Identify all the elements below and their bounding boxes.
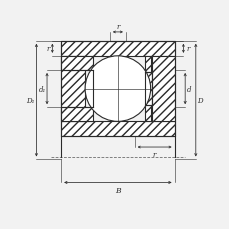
Polygon shape xyxy=(61,42,174,57)
Polygon shape xyxy=(61,108,93,122)
Polygon shape xyxy=(61,57,93,71)
Polygon shape xyxy=(145,57,150,122)
Text: B: B xyxy=(114,186,120,194)
Text: r: r xyxy=(46,45,49,53)
Polygon shape xyxy=(145,72,152,106)
Text: r: r xyxy=(152,150,156,158)
Text: d₁: d₁ xyxy=(38,85,45,93)
Text: D: D xyxy=(197,97,202,105)
Text: D₁: D₁ xyxy=(26,97,35,105)
Text: r: r xyxy=(116,23,119,31)
Polygon shape xyxy=(61,57,85,122)
Text: r: r xyxy=(185,45,189,53)
Polygon shape xyxy=(61,122,174,137)
Text: d: d xyxy=(186,85,190,93)
Polygon shape xyxy=(152,57,174,122)
Circle shape xyxy=(85,57,150,122)
